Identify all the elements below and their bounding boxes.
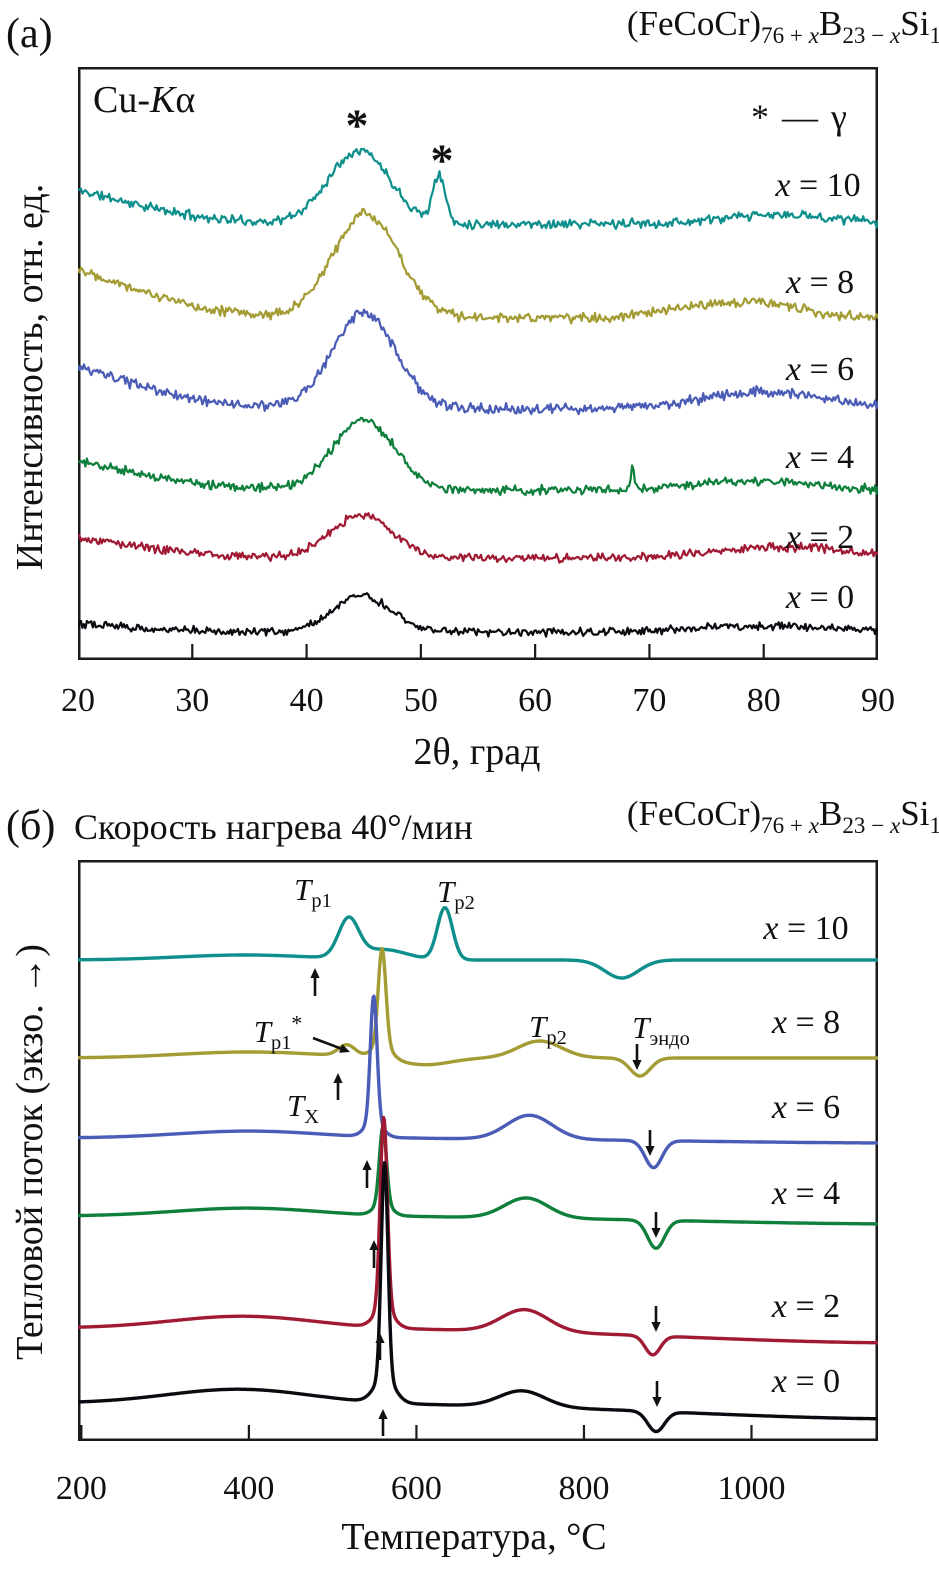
dsc-curve-xxxx8 — [78, 946, 878, 1078]
xrd-curve-xxxx10 — [78, 147, 878, 231]
xrd-tick-label: 50 — [403, 682, 438, 719]
dsc-x-axis-title: Температура, °C — [341, 1516, 607, 1558]
dsc-series-label: x = 6 — [771, 1089, 841, 1126]
annotation-arrow — [312, 1036, 342, 1050]
tp2-upper-label: Tp2 — [437, 874, 475, 915]
xrd-tick-label: 40 — [289, 682, 324, 719]
dsc-series-label: x = 4 — [771, 1175, 841, 1212]
tp2-lower-label: Tp2 — [529, 1009, 567, 1050]
annotation-arrowhead — [632, 1060, 642, 1070]
xrd-tick-label: 30 — [175, 682, 210, 719]
annotation-arrowhead — [333, 1073, 343, 1083]
dsc-frame — [78, 860, 878, 1441]
annotation-arrowhead — [652, 1397, 662, 1407]
dsc-tick-label: 800 — [558, 1470, 610, 1507]
gamma-peak-asterisk: * — [430, 134, 454, 186]
xrd-frame — [78, 67, 878, 660]
dsc-y-axis-title: Тепловой поток (экзо. →) — [9, 944, 51, 1360]
dsc-tick-label: 200 — [55, 1470, 107, 1507]
xrd-tick-label: 60 — [518, 682, 553, 719]
dsc-series-label: x = 0 — [771, 1363, 841, 1400]
annotation-arrowhead — [375, 1333, 385, 1343]
dsc-series-label: x = 10 — [763, 910, 849, 947]
annotation-arrowhead — [378, 1409, 388, 1419]
gamma-peak-asterisk: * — [345, 99, 369, 151]
xrd-curve-xxxx2 — [78, 512, 878, 564]
xrd-tick-label: 70 — [632, 682, 667, 719]
annotation-arrowhead — [362, 1160, 372, 1170]
xrd-series-label: x = 10 — [775, 167, 861, 204]
dsc-series-label: x = 2 — [771, 1288, 841, 1325]
annotation-arrowhead — [310, 968, 320, 978]
annotation-arrowhead — [651, 1228, 661, 1238]
dsc-curve-xxxx0 — [78, 1161, 878, 1434]
radiation-label: Cu-Kα — [93, 79, 196, 121]
annotation-arrowhead — [369, 1240, 379, 1250]
xrd-curve-xxxx6 — [78, 308, 878, 416]
xrd-x-axis-title: 2θ, град — [413, 731, 541, 773]
annotation-arrowhead — [651, 1322, 661, 1332]
dsc-tick-label: 1000 — [717, 1470, 786, 1507]
xrd-curve-xxxx8 — [78, 207, 878, 325]
xrd-series-label: x = 4 — [785, 439, 855, 476]
xrd-series-label: x = 0 — [785, 579, 855, 616]
xrd-curve-xxxx0 — [78, 592, 878, 638]
xrd-series-label: x = 2 — [785, 519, 855, 556]
xrd-series-label: x = 8 — [785, 264, 855, 301]
dsc-series-label: x = 8 — [771, 1004, 841, 1041]
xrd-plot — [78, 67, 878, 660]
annotation-arrowhead — [339, 1044, 350, 1053]
dsc-tick-label: 400 — [223, 1470, 275, 1507]
xrd-tick-label: 90 — [861, 682, 895, 719]
dsc-curve-xxxx4 — [78, 1125, 878, 1250]
panel-a-letter: (a) — [6, 11, 53, 57]
xrd-tick-label: 20 — [61, 682, 95, 719]
xrd-tick-label: 80 — [746, 682, 781, 719]
dsc-curve-xxxx10 — [78, 906, 878, 980]
heating-rate-note: Скорость нагрева 40°/мин — [74, 807, 473, 847]
tx-label: TX — [286, 1088, 320, 1129]
panel-a-formula-title: (FeCoCr)76 + xB23 − xSi1 — [626, 4, 939, 48]
tendo-label: Tэндо — [632, 1010, 690, 1051]
xrd-series-label: x = 6 — [785, 351, 855, 388]
tp1-label: Tp1 — [294, 872, 332, 913]
panel-b-letter: (б) — [6, 803, 56, 849]
panel-b-formula-title: (FeCoCr)76 + xB23 − xSi1 — [626, 794, 939, 838]
dsc-curve-xxxx2 — [78, 1115, 878, 1357]
dsc-plot — [78, 860, 878, 1441]
dsc-tick-label: 600 — [390, 1470, 442, 1507]
xrd-y-axis-title: Интенсивность, отн. ед. — [9, 183, 51, 571]
annotation-arrowhead — [645, 1146, 655, 1156]
gamma-phase-legend: * — γ — [751, 97, 849, 137]
dsc-curve-xxxx6 — [78, 994, 878, 1170]
xrd-curve-xxxx4 — [78, 416, 878, 497]
tp1-star-label: Tp1* — [253, 1011, 303, 1055]
